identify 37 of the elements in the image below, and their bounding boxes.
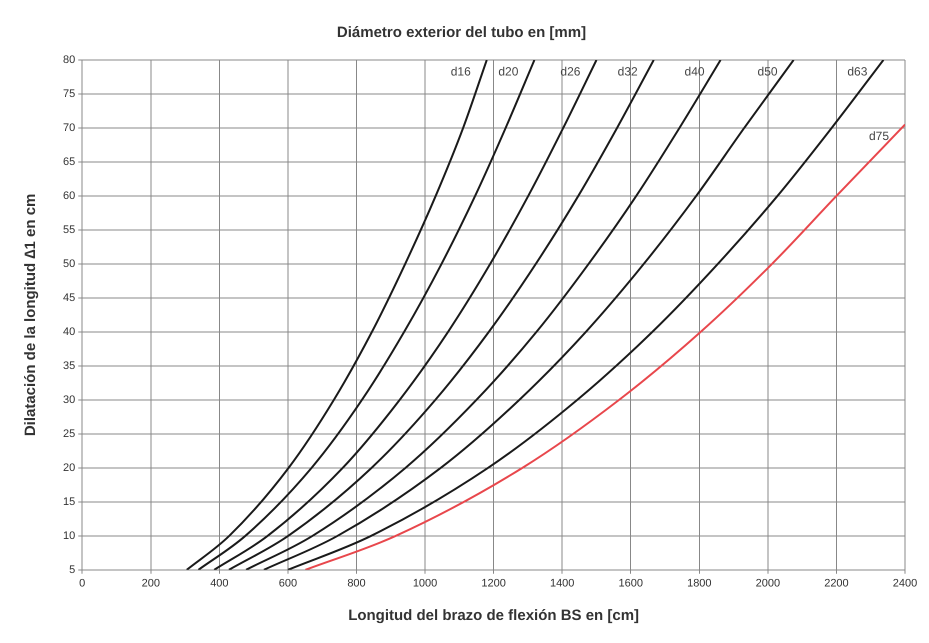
x-tick-label: 1400 <box>550 577 574 590</box>
y-tick-label: 10 <box>62 530 76 542</box>
line-series <box>304 124 905 570</box>
series-label: d16 <box>450 64 472 78</box>
series-label: d63 <box>847 64 868 78</box>
x-tick-label: 1600 <box>618 577 643 590</box>
y-tick-label: 20 <box>62 462 76 474</box>
y-tick-label: 80 <box>62 54 76 66</box>
y-tick-label: 50 <box>62 258 76 270</box>
y-tick-label: 75 <box>62 88 76 100</box>
y-tick-label: 5 <box>69 564 76 576</box>
chart-title: Diámetro exterior del tubo en [mm] <box>336 24 586 42</box>
x-tick-label: 0 <box>79 577 86 590</box>
x-tick-label: 1200 <box>481 577 506 590</box>
x-tick-label: 1800 <box>687 577 712 590</box>
x-tick-label: 1000 <box>412 577 438 590</box>
x-tick-label: 200 <box>142 577 160 590</box>
y-tick-label: 35 <box>62 360 76 372</box>
x-tick-label: 400 <box>210 577 229 590</box>
y-tick-label: 65 <box>62 156 76 168</box>
y-tick-label: 45 <box>62 292 76 304</box>
y-tick-label: 15 <box>62 496 76 508</box>
y-tick-label: 70 <box>62 122 76 134</box>
x-tick-label: 800 <box>347 577 366 590</box>
x-tick-label: 2400 <box>892 577 918 590</box>
y-tick-label: 30 <box>62 394 76 406</box>
y-tick-label: 60 <box>62 190 76 202</box>
x-tick-label: 2000 <box>756 577 780 590</box>
x-tick-label: 600 <box>278 577 298 590</box>
y-tick-label: 25 <box>62 428 76 440</box>
y-axis-title: Dilatación de la longitud ∆1 en cm <box>22 194 40 436</box>
y-tick-label: 55 <box>62 224 76 236</box>
series-label: d20 <box>498 64 519 78</box>
series-label: d75 <box>868 128 890 143</box>
y-tick-label: 40 <box>62 326 76 338</box>
x-axis-title: Longitud del brazo de flexión BS en [cm] <box>348 607 640 624</box>
x-tick-label: 2200 <box>824 577 849 590</box>
